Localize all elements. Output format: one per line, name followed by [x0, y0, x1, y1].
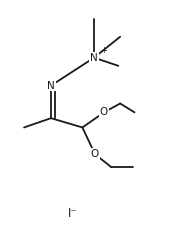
Text: O: O [91, 149, 99, 159]
Text: I⁻: I⁻ [68, 207, 77, 220]
Text: N: N [47, 80, 55, 91]
Text: O: O [100, 107, 108, 117]
Text: +: + [100, 46, 107, 55]
Text: N: N [90, 53, 98, 63]
